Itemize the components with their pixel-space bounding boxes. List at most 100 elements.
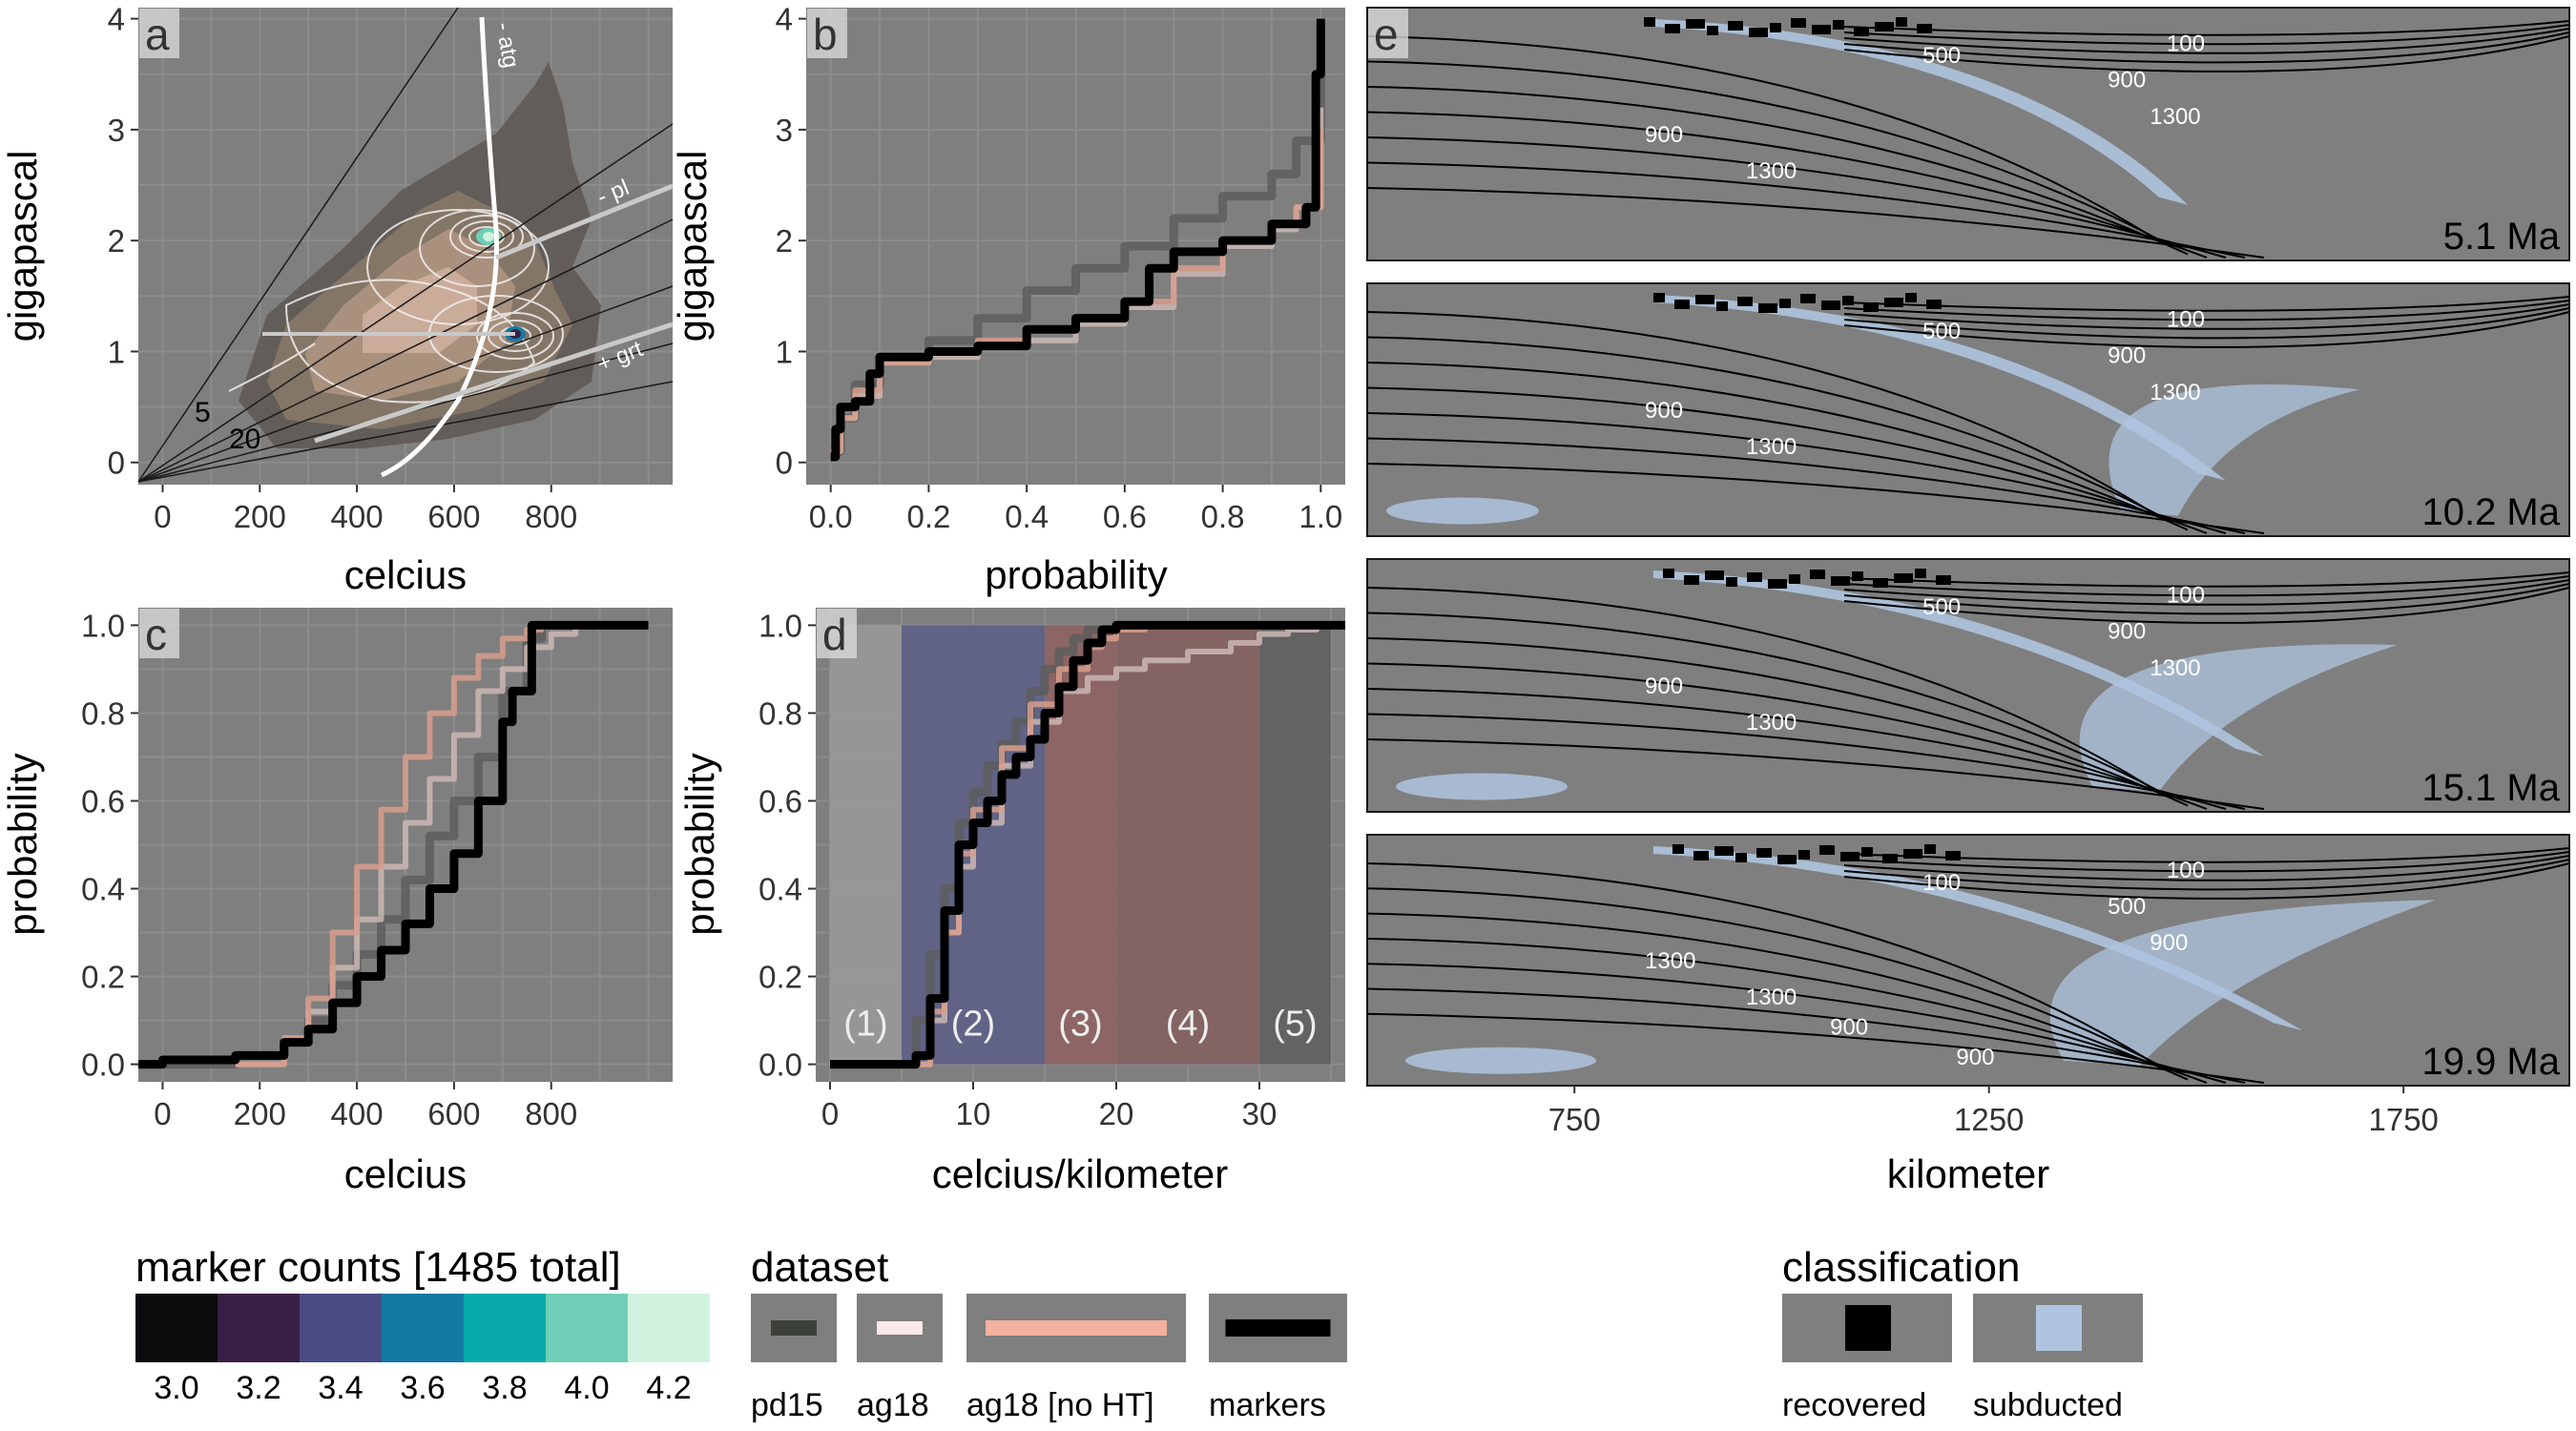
reaction-grt bbox=[314, 321, 674, 444]
panel-a-ticks: 0 200 400 600 800 0 1 2 3 4 bbox=[108, 2, 578, 534]
marker-count-label-4: 3.6 bbox=[400, 1370, 445, 1406]
snapshot-4-upper-isotherm-5 bbox=[1843, 862, 2570, 900]
snapshot-4-upper-isotherm-3 bbox=[1843, 855, 2570, 881]
panel-a-tag-box bbox=[139, 9, 179, 58]
snapshot-4-isotherm-1 bbox=[1366, 862, 2150, 1062]
snapshot-4-isotherm-2 bbox=[1366, 887, 2170, 1071]
b-xtick-label: 1.0 bbox=[1298, 499, 1342, 534]
snapshot-4-isotherm-label-5: 1300 bbox=[1645, 948, 1695, 974]
contour-broad bbox=[284, 279, 536, 404]
panel-e: 100 500 900 1300 900 1300 5.1 Ma 10050090013009… bbox=[1366, 7, 2570, 1196]
b-ytick-label: 3 bbox=[776, 113, 793, 148]
d-xtick-label: 20 bbox=[1099, 1096, 1134, 1131]
a-xtick-label: 0 bbox=[154, 499, 171, 534]
marker-count-swatch-5 bbox=[464, 1294, 546, 1362]
snapshot-4-isotherm-label-1: 100 bbox=[2167, 858, 2205, 883]
dataset-label-2: ag18 bbox=[857, 1387, 929, 1423]
snapshot-4-recovered-marker bbox=[1756, 848, 1772, 858]
snapshot-3-isotherm-label-1: 100 bbox=[2167, 582, 2205, 608]
b-xtick-label: 0.0 bbox=[809, 499, 853, 534]
panel-e-snapshots: 100 500 900 1300 900 1300 5.1 Ma 10050090013009… bbox=[1366, 7, 2570, 1087]
snapshot-4-upper-isotherm-2 bbox=[1843, 851, 2570, 873]
snapshot-2-isotherm-3 bbox=[1366, 362, 2189, 531]
snapshot-4-recovered-marker bbox=[1840, 852, 1859, 861]
snapshot-2-recovered-marker bbox=[1674, 300, 1690, 309]
geotherm-label-20: 20 bbox=[229, 424, 260, 455]
snapshot-2-isotherm-5 bbox=[1366, 412, 2227, 534]
legend-classification-items: recovered subducted bbox=[1782, 1294, 2143, 1423]
snapshot-1-upper-isotherm-2 bbox=[1843, 24, 2570, 46]
snapshot-4-isotherm-label-2: 100 bbox=[1922, 870, 1961, 896]
snapshot-4-isotherm-5 bbox=[1366, 963, 2227, 1084]
snapshot-1-time: 5.1 Ma bbox=[2443, 216, 2561, 258]
b-ytick-label: 0 bbox=[776, 446, 793, 481]
snapshot-4-recovered-marker bbox=[1798, 850, 1810, 860]
snapshot-2-recovered-marker bbox=[1821, 301, 1840, 310]
panel-c-tag-box bbox=[139, 609, 179, 658]
a-xtick-label: 200 bbox=[234, 499, 286, 534]
snapshot-1-isotherm-label-3: 900 bbox=[2108, 68, 2146, 93]
snapshot-2-isotherm-label-6: 1300 bbox=[1746, 434, 1797, 460]
snapshot-1-recovered-marker bbox=[1896, 17, 1907, 27]
a-xtick-label: 800 bbox=[525, 499, 577, 534]
a-xtick-label: 400 bbox=[331, 499, 384, 534]
legend-dataset-items: pd15 ag18 ag18 [no HT] markers bbox=[751, 1294, 1347, 1423]
snapshot-2-isotherm-1 bbox=[1366, 311, 2150, 512]
b-xtick-label: 0.2 bbox=[906, 499, 950, 534]
legend-classification: classification recovered subducted bbox=[1782, 1244, 2143, 1423]
snapshot-3-upper-isotherm-3 bbox=[1843, 579, 2570, 606]
d-ytick-label: 0.2 bbox=[758, 960, 802, 995]
snapshot-2-upper-isotherm-2 bbox=[1843, 300, 2570, 321]
d-xtick-label: 0 bbox=[821, 1096, 839, 1131]
density-peak-upper-core bbox=[483, 232, 494, 241]
snapshot-1-recovered-marker bbox=[1749, 28, 1768, 37]
snapshot-4-recovered-marker bbox=[1945, 851, 1961, 861]
d-ytick-label: 0.6 bbox=[758, 783, 802, 819]
snapshot-2-recovered-marker bbox=[1905, 293, 1917, 302]
panel-d-tag: d bbox=[822, 610, 847, 659]
snapshot-2-recovered-marker bbox=[1863, 302, 1879, 312]
panel-c: c 0 200 400 600 800 0.0 0.2 0.4 0.6 0.8 1.0 celciu… bbox=[0, 608, 673, 1196]
snapshot-1-recovered-marker bbox=[1770, 23, 1781, 32]
regime-label-1: (1) bbox=[843, 1005, 887, 1045]
snapshot-2-recovered-marker bbox=[1716, 301, 1728, 311]
d-series-pd15 bbox=[830, 620, 1345, 1069]
snapshot-2-recovered-marker bbox=[1758, 303, 1777, 313]
snapshot-2-recovered-marker bbox=[1653, 293, 1665, 302]
snapshot-3-plume bbox=[2079, 644, 2398, 792]
snapshot-3-upper-isotherm-1 bbox=[1843, 571, 2570, 588]
b-ytick-label: 4 bbox=[776, 2, 793, 37]
snapshot-4-isotherm-label-3: 500 bbox=[2108, 894, 2146, 920]
marker-count-label-6: 4.0 bbox=[564, 1370, 609, 1406]
snapshot-4-isotherm-label-7: 900 bbox=[1830, 1014, 1868, 1040]
snapshot-3-recovered-marker bbox=[1873, 578, 1888, 588]
a-ytick-label: 4 bbox=[108, 2, 125, 37]
snapshot-1-recovered-marker bbox=[1644, 17, 1655, 27]
snapshot-4-recovered-marker bbox=[1735, 853, 1747, 862]
snapshot-1-recovered-marker bbox=[1812, 25, 1831, 34]
snapshot-1-recovered-marker bbox=[1686, 19, 1705, 29]
snapshot-1-upper-isotherm-4 bbox=[1843, 31, 2570, 64]
snapshot-1-isotherm-4 bbox=[1366, 111, 2208, 259]
snapshot-1-upper-isotherm-5 bbox=[1843, 35, 2570, 73]
snapshot-3-isotherm-7 bbox=[1366, 738, 2265, 810]
snapshot-4-isotherm-6 bbox=[1366, 987, 2246, 1084]
classification-swatch-2 bbox=[2036, 1305, 2082, 1351]
snapshot-4-recovered-marker bbox=[1882, 854, 1898, 863]
snapshot-4-isotherm-label-8: 900 bbox=[1956, 1045, 1994, 1070]
snapshot-2-isotherm-6 bbox=[1366, 437, 2246, 534]
panel-c-series bbox=[138, 620, 649, 1069]
dataset-swatch-1 bbox=[771, 1320, 817, 1336]
snapshot-1-isotherm-3 bbox=[1366, 86, 2189, 256]
marker-count-swatch-1 bbox=[135, 1294, 218, 1362]
d-series-markers bbox=[830, 620, 1345, 1069]
snapshot-1-isotherm-7 bbox=[1366, 187, 2265, 259]
c-ytick-label: 0.8 bbox=[81, 695, 125, 731]
panel-d-xlabel: celcius/kilometer bbox=[932, 1151, 1228, 1196]
snapshot-4-isotherm-4 bbox=[1366, 937, 2208, 1084]
legend-marker-counts: marker counts [1485 total] 3.0 3.2 3.4 3.6 3… bbox=[135, 1244, 710, 1406]
panel-d: (1) (2) (3) (4) (5) d 0 10 20 30 0.0 0.2 0.4 0.6 0.8… bbox=[677, 608, 1345, 1196]
contour-upper-4 bbox=[419, 209, 535, 287]
